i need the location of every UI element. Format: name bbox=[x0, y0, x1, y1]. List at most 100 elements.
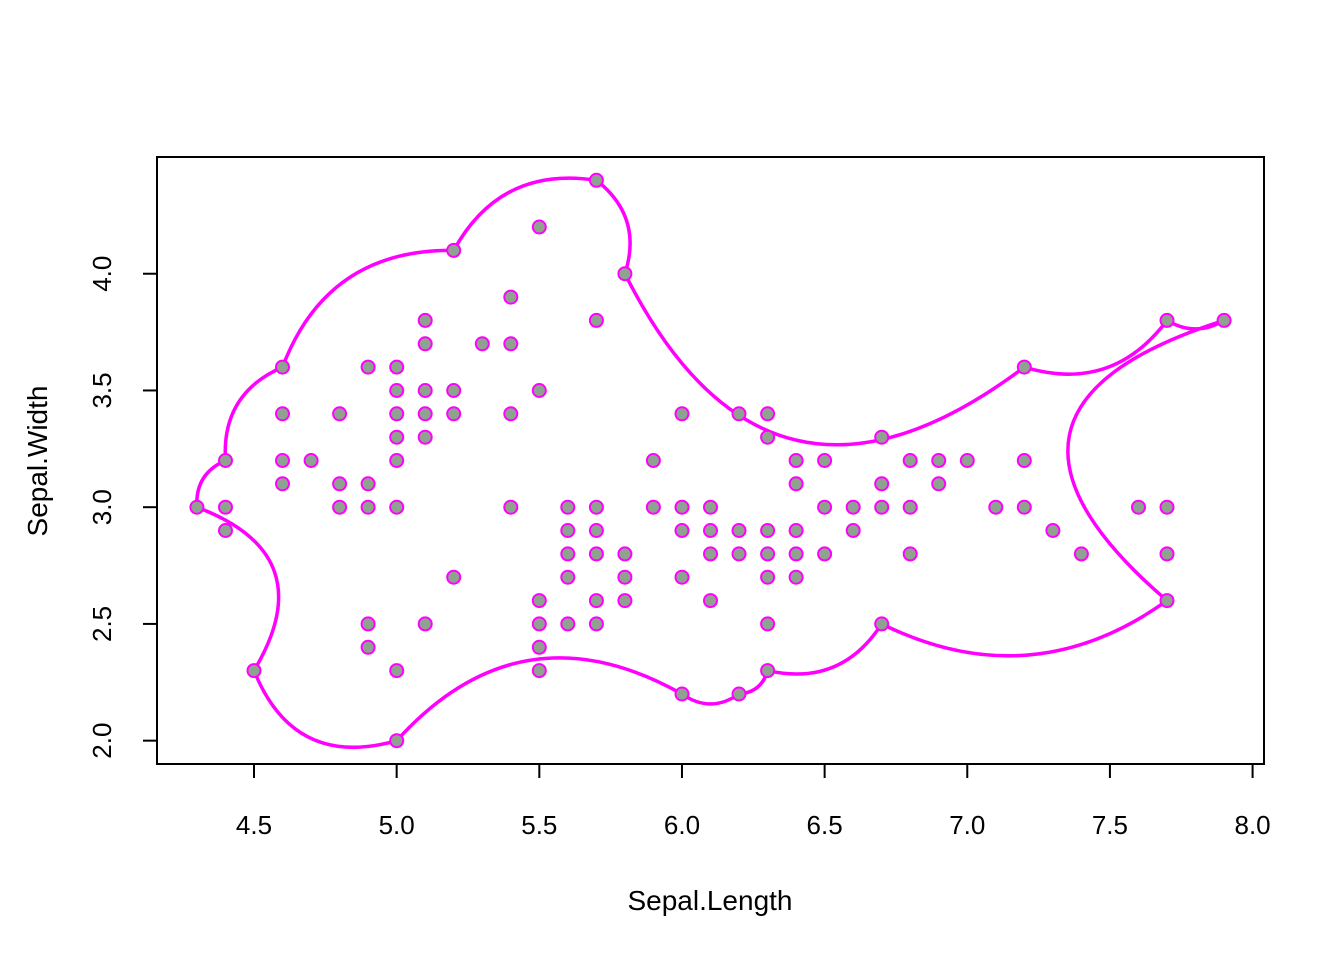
data-point bbox=[275, 406, 290, 422]
data-point bbox=[845, 523, 861, 538]
data-point bbox=[703, 523, 718, 538]
x-tick-label: 5.0 bbox=[379, 810, 415, 840]
data-point bbox=[703, 546, 718, 562]
data-point bbox=[560, 569, 576, 585]
data-point bbox=[246, 663, 262, 679]
data-point bbox=[417, 312, 433, 328]
data-point bbox=[588, 616, 604, 632]
y-tick-label: 3.0 bbox=[87, 489, 117, 525]
data-point bbox=[1016, 499, 1032, 515]
data-point bbox=[503, 336, 519, 352]
data-point bbox=[1016, 453, 1032, 468]
x-tick-label: 4.5 bbox=[236, 810, 272, 840]
data-point bbox=[817, 453, 833, 468]
data-point bbox=[389, 406, 405, 422]
data-point bbox=[588, 523, 604, 538]
data-point bbox=[874, 499, 890, 515]
data-point bbox=[588, 172, 604, 188]
data-point bbox=[560, 546, 576, 562]
data-point bbox=[588, 593, 604, 609]
y-tick-label: 2.5 bbox=[87, 606, 117, 642]
data-point bbox=[931, 476, 947, 492]
y-tick-label: 3.5 bbox=[87, 372, 117, 408]
data-point bbox=[389, 499, 405, 515]
data-point bbox=[817, 546, 833, 562]
data-point bbox=[360, 639, 376, 655]
data-point bbox=[674, 499, 690, 515]
data-point bbox=[902, 546, 918, 562]
data-point bbox=[531, 663, 547, 679]
data-point bbox=[417, 383, 433, 398]
data-point bbox=[674, 406, 690, 422]
data-point bbox=[531, 639, 547, 655]
data-point bbox=[1159, 593, 1175, 609]
points-layer bbox=[189, 172, 1232, 749]
data-point bbox=[788, 546, 804, 562]
x-axis: 4.5 5.0 5.5 6.0 6.5 7.0 7.5 8.0 bbox=[236, 763, 1271, 840]
data-point bbox=[560, 523, 576, 538]
data-point bbox=[218, 453, 233, 468]
data-point bbox=[531, 616, 547, 632]
data-point bbox=[275, 359, 290, 375]
data-point bbox=[674, 569, 690, 585]
data-point bbox=[788, 476, 804, 492]
data-point bbox=[417, 429, 433, 445]
data-point bbox=[1216, 312, 1232, 328]
data-point bbox=[902, 499, 918, 515]
x-axis-title: Sepal.Length bbox=[627, 885, 792, 916]
data-point bbox=[988, 499, 1004, 515]
data-point bbox=[760, 406, 776, 422]
data-point bbox=[931, 453, 947, 468]
data-point bbox=[731, 406, 747, 422]
data-point bbox=[788, 523, 804, 538]
data-point bbox=[845, 499, 861, 515]
data-point bbox=[389, 429, 405, 445]
data-point bbox=[417, 336, 433, 352]
data-point bbox=[446, 383, 462, 398]
data-point bbox=[303, 453, 319, 468]
data-point bbox=[218, 523, 233, 538]
data-point bbox=[1073, 546, 1089, 562]
data-point bbox=[760, 663, 776, 679]
data-point bbox=[674, 686, 690, 702]
data-point bbox=[389, 453, 405, 468]
data-point bbox=[1016, 359, 1032, 375]
data-point bbox=[788, 569, 804, 585]
data-point bbox=[760, 429, 776, 445]
data-point bbox=[703, 593, 718, 609]
data-point bbox=[360, 359, 376, 375]
x-tick-label: 8.0 bbox=[1235, 810, 1271, 840]
y-axis-title: Sepal.Width bbox=[22, 386, 53, 537]
data-point bbox=[189, 499, 205, 515]
data-point bbox=[332, 476, 348, 492]
x-tick-label: 7.5 bbox=[1092, 810, 1128, 840]
data-point bbox=[275, 453, 290, 468]
data-point bbox=[674, 523, 690, 538]
data-point bbox=[588, 312, 604, 328]
data-point bbox=[617, 266, 633, 282]
data-point bbox=[417, 406, 433, 422]
data-point bbox=[617, 569, 633, 585]
data-point bbox=[503, 499, 519, 515]
data-point bbox=[959, 453, 975, 468]
y-tick-label: 2.0 bbox=[87, 723, 117, 759]
data-point bbox=[360, 499, 376, 515]
data-point bbox=[417, 616, 433, 632]
data-point bbox=[389, 663, 405, 679]
data-point bbox=[788, 453, 804, 468]
data-point bbox=[1159, 546, 1175, 562]
data-point bbox=[760, 546, 776, 562]
data-point bbox=[332, 499, 348, 515]
data-point bbox=[731, 686, 747, 702]
data-point bbox=[446, 569, 462, 585]
data-point bbox=[874, 616, 890, 632]
data-point bbox=[760, 616, 776, 632]
data-point bbox=[503, 406, 519, 422]
data-point bbox=[645, 499, 661, 515]
data-point bbox=[360, 476, 376, 492]
data-point bbox=[531, 219, 547, 235]
data-point bbox=[1045, 523, 1061, 538]
data-point bbox=[1159, 499, 1175, 515]
